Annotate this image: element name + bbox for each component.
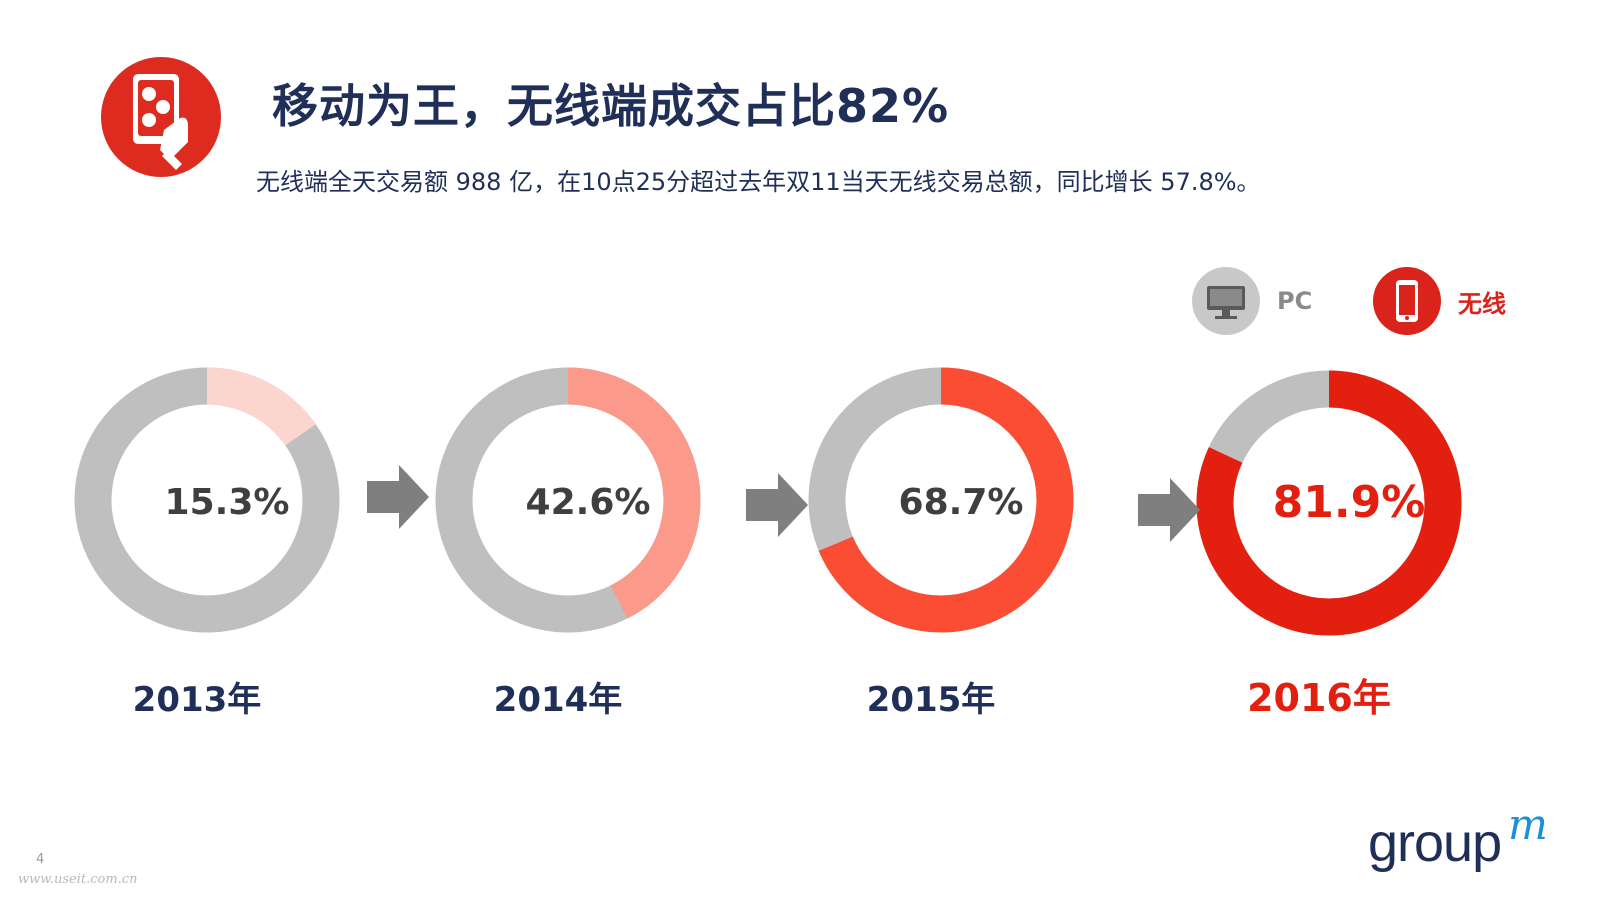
wireless-share-arc [74, 367, 340, 633]
legend-label-pc: PC [1277, 287, 1313, 315]
wireless-share-arc [435, 367, 701, 633]
right-arrow-icon [1138, 478, 1200, 542]
logo-accent: m [1508, 800, 1548, 849]
donut-3: 68.7% 2015年 [808, 367, 1074, 720]
monitor-icon [1192, 267, 1260, 335]
wireless-share-arc [1196, 370, 1462, 636]
year-label: 2016年 [1247, 676, 1391, 720]
donut-value-label: 15.3% [165, 482, 290, 523]
right-arrow-icon [367, 465, 429, 529]
donut-4: 81.9% 2016年 [1196, 370, 1462, 720]
wireless-share-arc [808, 367, 1074, 633]
watermark: www.useit.com.cn [18, 872, 138, 887]
donut-1: 15.3% 2013年 [74, 367, 340, 720]
year-label: 2013年 [133, 680, 262, 720]
page-title: 移动为王，无线端成交占比82% [272, 79, 950, 133]
right-arrow-icon [746, 473, 808, 537]
smartphone-icon [1373, 267, 1441, 335]
page-number: 4 [36, 852, 45, 867]
donut-2: 42.6% 2014年 [435, 367, 701, 720]
mobile-dice-hand-icon [101, 57, 221, 177]
donut-value-label: 68.7% [899, 482, 1024, 523]
logo-text: group [1368, 813, 1502, 873]
donut-value-label: 42.6% [526, 482, 651, 523]
page-subtitle: 无线端全天交易额 988 亿，在10点25分超过去年双11当天无线交易总额，同比… [256, 168, 1261, 196]
legend-item-mobile: 无线 [1372, 266, 1506, 336]
donut-value-label: 81.9% [1273, 477, 1426, 528]
groupm-logo: group m [1368, 800, 1568, 876]
legend-label-mobile: 无线 [1458, 289, 1506, 318]
legend-item-pc: PC [1191, 266, 1312, 336]
year-label: 2014年 [494, 680, 623, 720]
year-label: 2015年 [867, 680, 996, 720]
